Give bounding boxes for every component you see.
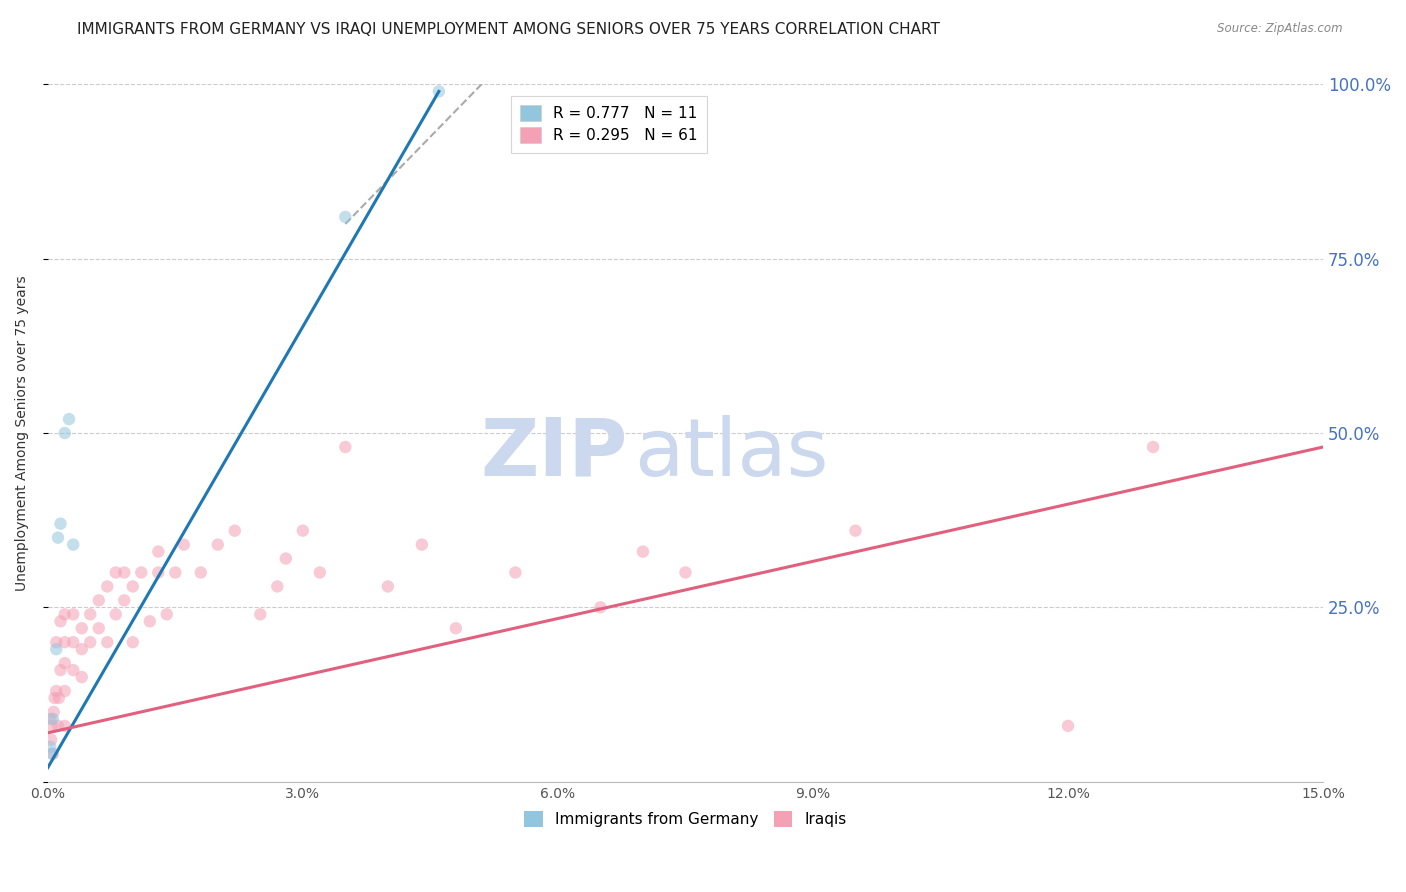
Point bbox=[844, 524, 866, 538]
Point bbox=[48, 691, 70, 706]
Point bbox=[70, 621, 93, 635]
Point bbox=[79, 635, 101, 649]
Point bbox=[1142, 440, 1164, 454]
Point bbox=[53, 635, 76, 649]
Point bbox=[190, 566, 212, 580]
Point bbox=[41, 747, 63, 761]
Point bbox=[45, 684, 67, 698]
Legend: Immigrants from Germany, Iraqis: Immigrants from Germany, Iraqis bbox=[519, 805, 852, 833]
Point bbox=[274, 551, 297, 566]
Point bbox=[39, 739, 62, 754]
Point bbox=[377, 579, 399, 593]
Point bbox=[53, 656, 76, 670]
Point bbox=[53, 684, 76, 698]
Point bbox=[335, 210, 357, 224]
Point bbox=[411, 538, 433, 552]
Point bbox=[53, 607, 76, 622]
Point bbox=[112, 566, 135, 580]
Point bbox=[444, 621, 467, 635]
Point bbox=[148, 566, 170, 580]
Point bbox=[46, 719, 69, 733]
Point bbox=[249, 607, 271, 622]
Point bbox=[62, 635, 84, 649]
Point bbox=[427, 84, 450, 98]
Point bbox=[631, 544, 654, 558]
Point bbox=[266, 579, 288, 593]
Point bbox=[291, 524, 314, 538]
Point bbox=[70, 642, 93, 657]
Point bbox=[139, 615, 162, 629]
Point bbox=[44, 691, 66, 706]
Point bbox=[335, 440, 357, 454]
Point bbox=[45, 642, 67, 657]
Point bbox=[42, 747, 65, 761]
Point bbox=[165, 566, 187, 580]
Point bbox=[39, 732, 62, 747]
Point bbox=[104, 607, 127, 622]
Point bbox=[112, 593, 135, 607]
Point bbox=[589, 600, 612, 615]
Point bbox=[62, 663, 84, 677]
Point bbox=[46, 531, 69, 545]
Point bbox=[42, 712, 65, 726]
Point bbox=[41, 719, 63, 733]
Text: Source: ZipAtlas.com: Source: ZipAtlas.com bbox=[1218, 22, 1343, 36]
Point bbox=[675, 566, 697, 580]
Point bbox=[1057, 719, 1080, 733]
Point bbox=[49, 516, 72, 531]
Point bbox=[79, 607, 101, 622]
Point bbox=[156, 607, 179, 622]
Text: IMMIGRANTS FROM GERMANY VS IRAQI UNEMPLOYMENT AMONG SENIORS OVER 75 YEARS CORREL: IMMIGRANTS FROM GERMANY VS IRAQI UNEMPLO… bbox=[77, 22, 941, 37]
Point bbox=[308, 566, 330, 580]
Point bbox=[53, 719, 76, 733]
Point bbox=[39, 712, 62, 726]
Point bbox=[96, 579, 118, 593]
Text: atlas: atlas bbox=[634, 415, 828, 493]
Point bbox=[87, 621, 110, 635]
Point bbox=[173, 538, 195, 552]
Point bbox=[129, 566, 152, 580]
Point bbox=[121, 579, 143, 593]
Point bbox=[58, 412, 80, 426]
Point bbox=[62, 607, 84, 622]
Point bbox=[224, 524, 246, 538]
Point bbox=[87, 593, 110, 607]
Point bbox=[207, 538, 229, 552]
Y-axis label: Unemployment Among Seniors over 75 years: Unemployment Among Seniors over 75 years bbox=[15, 276, 30, 591]
Text: ZIP: ZIP bbox=[481, 415, 628, 493]
Point bbox=[45, 635, 67, 649]
Point bbox=[49, 663, 72, 677]
Point bbox=[42, 705, 65, 719]
Point bbox=[62, 538, 84, 552]
Point bbox=[49, 615, 72, 629]
Point bbox=[121, 635, 143, 649]
Point bbox=[505, 566, 527, 580]
Point bbox=[104, 566, 127, 580]
Point bbox=[70, 670, 93, 684]
Point bbox=[148, 544, 170, 558]
Point bbox=[96, 635, 118, 649]
Point bbox=[53, 425, 76, 440]
